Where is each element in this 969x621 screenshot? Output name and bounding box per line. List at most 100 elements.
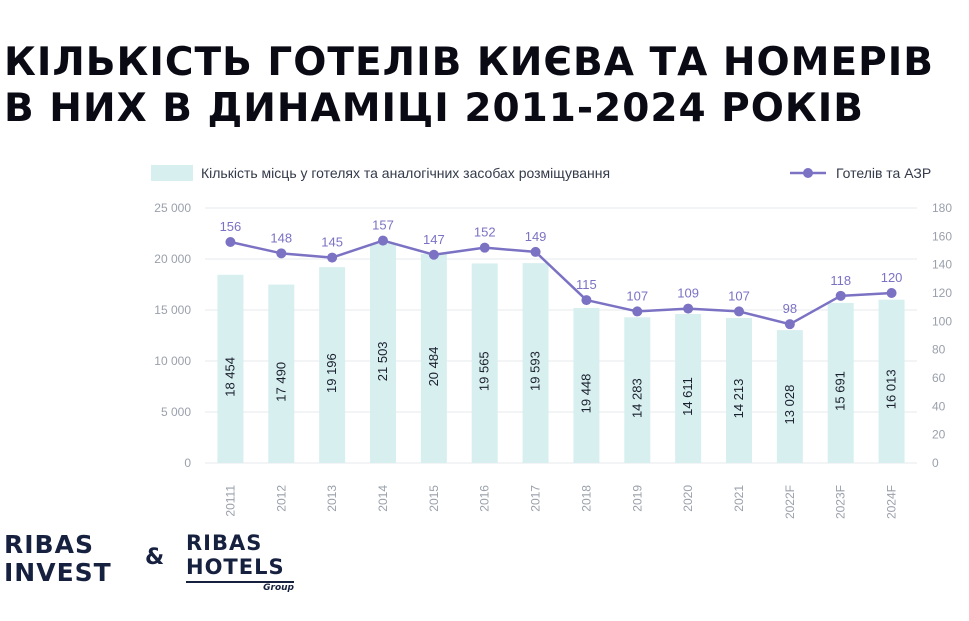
line-value-label: 148 [270,230,292,245]
y-right-tick-label: 20 [932,428,946,442]
x-tick-label: 2022F [783,485,797,519]
bar [776,330,803,463]
line-point [225,237,236,247]
line-value-label: 107 [626,288,648,303]
bar [827,302,854,463]
line-value-label: 118 [830,273,851,288]
bar [471,263,498,463]
bar-value-label: 14 213 [731,379,746,419]
line-value-label: 152 [474,225,496,240]
bar-value-label: 16 013 [884,369,899,409]
legend-line: Готелів та АЗР [790,163,931,183]
title-line-1: КІЛЬКІСТЬ ГОТЕЛІВ КИЄВА ТА НОМЕРІВ [4,40,934,85]
line-point [734,306,744,317]
x-tick-label: 2015 [427,485,441,512]
line-point [581,295,592,306]
x-tick-label: 2023F [834,485,848,519]
ribas-invest-line1: RIBAS [4,530,94,559]
line-value-label: 156 [220,219,242,234]
ribas-hotels-logo: RIBAS HOTELS Group [186,531,294,594]
y-right-tick-label: 60 [932,371,946,385]
bar [319,267,346,463]
line-point [428,249,439,260]
bar [878,299,905,463]
y-right-tick-label: 80 [932,343,946,357]
y-right-tick-label: 180 [932,201,952,215]
bar [675,313,702,463]
line-value-label: 109 [677,286,699,301]
ribas-hotels-line1: RIBAS [186,531,263,555]
x-tick-label: 2021 [732,485,746,512]
line-value-label: 115 [576,277,597,292]
line-point [327,252,338,263]
bar [420,254,447,463]
y-left-tick-label: 15 000 [154,303,191,317]
line-value-label: 120 [881,270,903,285]
ribas-invest-logo: RIBAS INVEST [4,531,112,587]
y-right-tick-label: 100 [932,314,952,328]
line-point [683,303,694,314]
bar-value-label: 19 448 [578,374,593,414]
ribas-hotels-rule [186,581,294,583]
y-left-tick-label: 5 000 [161,405,191,419]
line-point [835,290,846,301]
line-point [632,306,643,317]
y-right-tick-label: 0 [932,456,939,470]
line-point [530,246,541,257]
bar-value-label: 13 028 [782,385,797,425]
legend-line-label: Готелів та АЗР [836,165,932,181]
line-value-label: 157 [372,218,394,233]
bar [624,317,651,463]
y-right-tick-label: 140 [932,258,952,272]
ribas-hotels-line2: HOTELS [186,555,285,579]
ribas-hotels-group: Group [263,583,294,593]
line-value-label: 98 [783,301,797,316]
bar-value-label: 17 490 [273,362,288,402]
bar [268,284,295,463]
bar-value-label: 14 611 [680,377,695,416]
x-tick-label: 2012 [274,485,288,512]
y-right-tick-label: 40 [932,399,946,413]
line-point [479,242,490,253]
line-point [276,248,287,259]
title-line-2: В НИХ В ДИНАМІЦІ 2011-2024 РОКІВ [4,86,865,131]
legend-line-marker [790,168,826,178]
y-right-tick-label: 120 [932,286,952,300]
y-left-tick-label: 20 000 [154,252,191,266]
bar [522,263,549,463]
x-tick-label: 2017 [529,485,543,512]
legend-bar-label: Кількість місць у готелях та аналогічних… [201,165,611,181]
line-value-label: 147 [423,232,445,247]
bar-value-label: 21 503 [375,341,390,381]
chart-title: КІЛЬКІСТЬ ГОТЕЛІВ КИЄВА ТА НОМЕРІВ В НИХ… [4,40,964,132]
line-series [230,239,892,326]
logo-ampersand: & [145,545,165,570]
ribas-invest-line2: INVEST [4,558,112,587]
bar [573,307,600,463]
bar-value-label: 19 565 [477,351,492,391]
bar-value-label: 19 593 [528,351,543,391]
x-tick-label: 2016 [478,485,492,512]
x-tick-label: 2024F [885,485,899,519]
bar [370,243,396,463]
y-right-tick-label: 160 [932,229,952,243]
bar-value-label: 20 484 [426,347,441,387]
line-point [784,319,795,330]
x-tick-label: 20111 [223,485,237,517]
y-left-tick-label: 25 000 [154,201,191,215]
x-tick-label: 2019 [630,485,644,512]
x-tick-label: 2020 [681,485,695,512]
line-point [378,235,388,246]
legend-bars: Кількість місць у готелях та аналогічних… [151,163,610,183]
line-value-label: 149 [525,229,547,244]
y-left-tick-label: 10 000 [154,354,191,368]
legend-bar-swatch [151,165,193,181]
line-point [886,288,897,298]
bar [217,274,244,463]
y-left-tick-label: 0 [184,456,191,470]
bar-value-label: 18 454 [222,357,237,397]
bar-value-label: 15 691 [833,371,848,411]
line-value-label: 107 [728,288,750,303]
x-tick-label: 2018 [579,485,593,512]
